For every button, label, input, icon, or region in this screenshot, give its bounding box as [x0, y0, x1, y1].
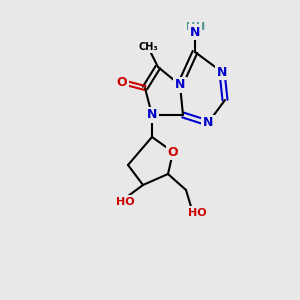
Text: HO: HO [116, 197, 134, 207]
Text: CH₃: CH₃ [138, 42, 158, 52]
Text: O: O [117, 76, 127, 88]
Text: N: N [175, 79, 185, 92]
Text: N: N [190, 26, 200, 38]
Text: H: H [196, 22, 206, 32]
Text: N: N [203, 116, 213, 130]
Text: HO: HO [188, 208, 206, 218]
Text: N: N [147, 109, 157, 122]
Text: H: H [186, 22, 196, 32]
Text: N: N [217, 65, 227, 79]
Text: O: O [168, 146, 178, 158]
